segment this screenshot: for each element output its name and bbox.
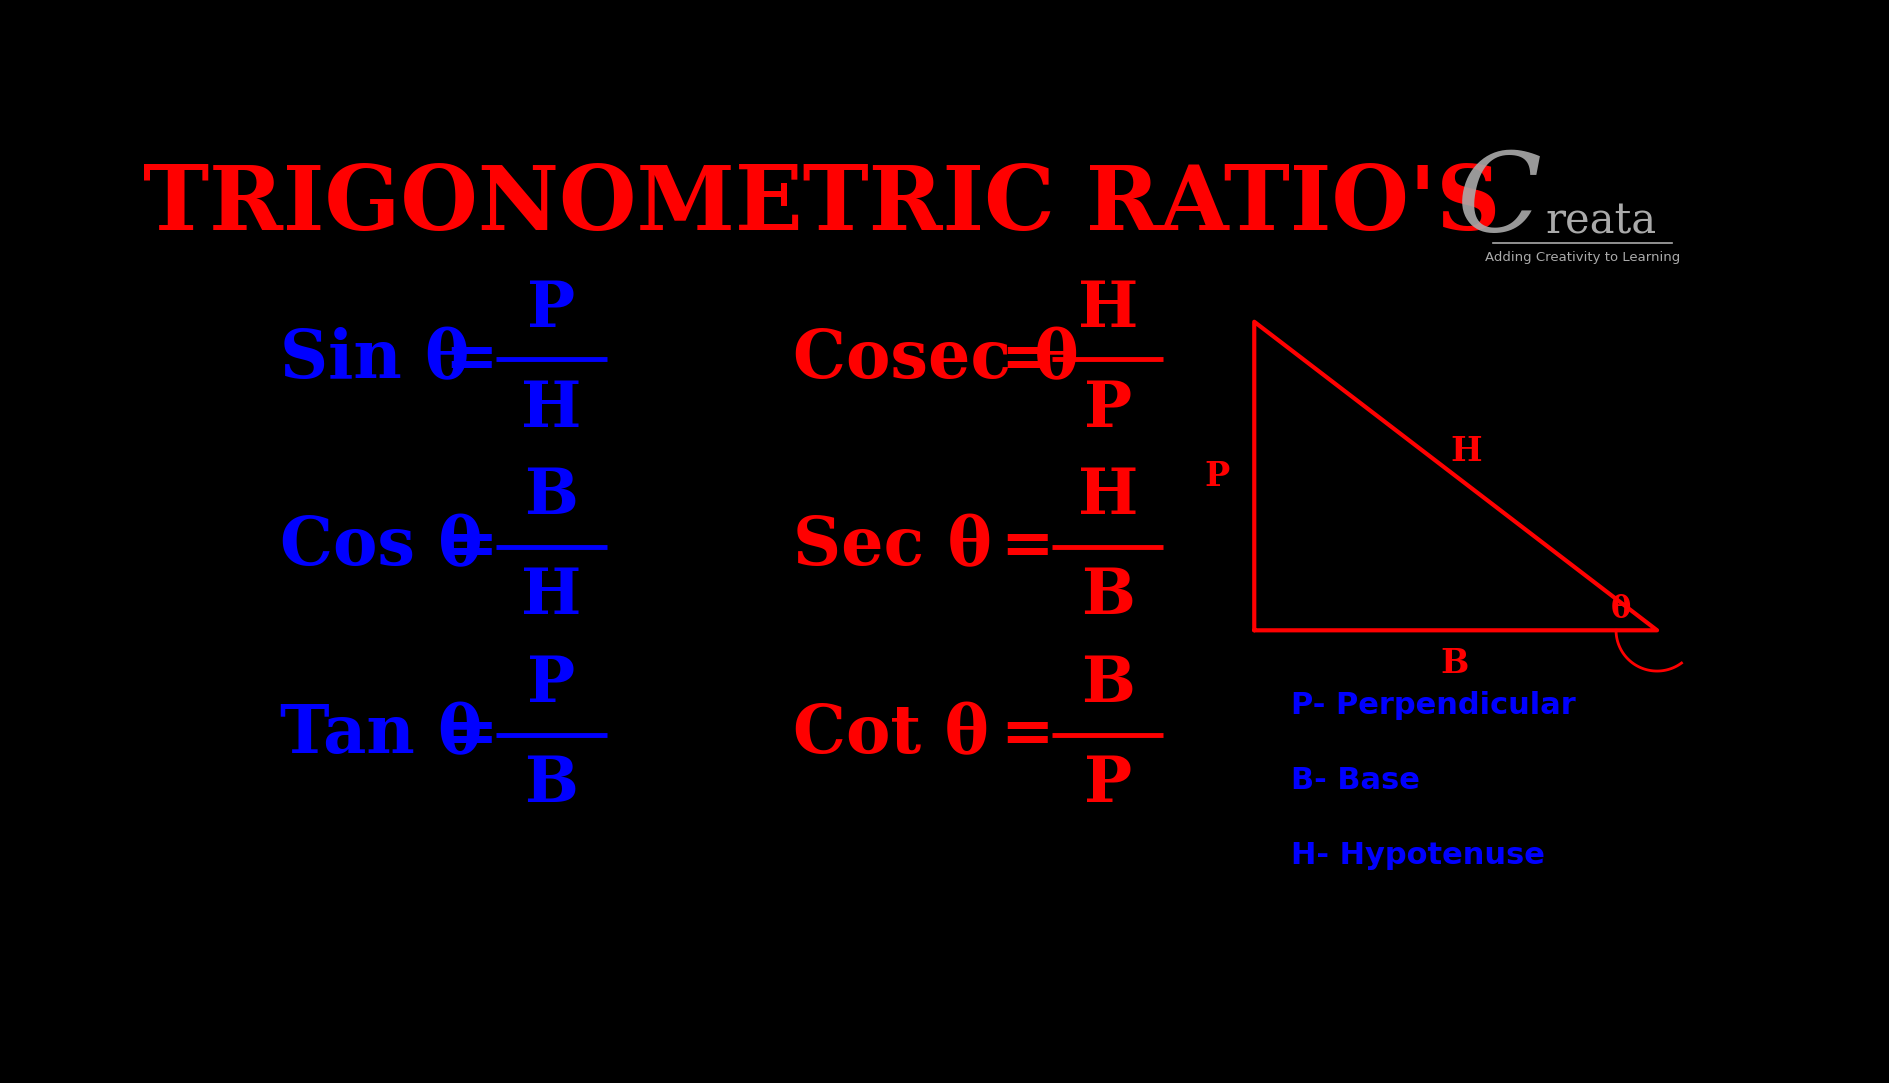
Text: P: P: [527, 278, 574, 340]
Text: Cos θ: Cos θ: [280, 514, 482, 579]
Text: B: B: [1081, 654, 1133, 715]
Text: =: =: [999, 704, 1054, 765]
Text: reata: reata: [1545, 200, 1657, 243]
Text: TRIGONOMETRIC RATIO'S: TRIGONOMETRIC RATIO'S: [144, 161, 1500, 248]
Text: Cosec θ: Cosec θ: [793, 327, 1079, 392]
Text: Cot θ: Cot θ: [793, 702, 988, 767]
Text: =: =: [444, 704, 497, 765]
Text: =: =: [444, 329, 497, 390]
Text: =: =: [999, 517, 1054, 577]
Text: P: P: [1082, 754, 1132, 815]
Text: =: =: [999, 329, 1054, 390]
Text: P: P: [527, 654, 574, 715]
Text: B: B: [1439, 648, 1468, 680]
Text: θ: θ: [1609, 593, 1630, 625]
Text: P- Perpendicular: P- Perpendicular: [1290, 691, 1575, 720]
Text: H: H: [1077, 278, 1137, 340]
Text: H: H: [1451, 434, 1481, 468]
Text: B: B: [523, 754, 578, 815]
Text: P: P: [1082, 379, 1132, 440]
Text: Sin θ: Sin θ: [280, 327, 468, 392]
Text: H- Hypotenuse: H- Hypotenuse: [1290, 841, 1543, 870]
Text: Adding Creativity to Learning: Adding Creativity to Learning: [1485, 251, 1679, 264]
Text: H: H: [521, 566, 582, 627]
Text: B: B: [523, 467, 578, 527]
Text: C: C: [1456, 147, 1541, 255]
Text: B- Base: B- Base: [1290, 766, 1419, 795]
Text: =: =: [444, 517, 497, 577]
Text: B: B: [1081, 566, 1133, 627]
Text: H: H: [1077, 467, 1137, 527]
Text: Tan θ: Tan θ: [280, 702, 482, 767]
Text: Sec θ: Sec θ: [793, 514, 992, 579]
Text: H: H: [521, 379, 582, 440]
Text: P: P: [1203, 459, 1228, 493]
